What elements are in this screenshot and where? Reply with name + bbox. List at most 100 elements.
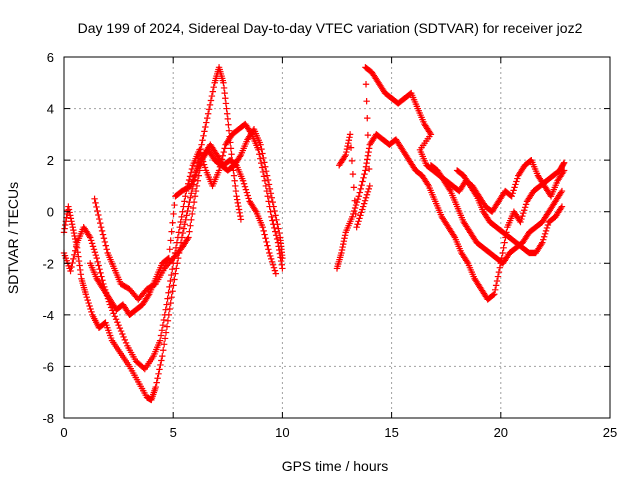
data-point xyxy=(255,146,262,154)
data-point xyxy=(158,327,166,334)
data-point xyxy=(160,316,168,324)
data-point xyxy=(77,266,84,274)
data-point xyxy=(92,251,100,259)
data-point xyxy=(518,215,525,223)
data-point xyxy=(225,127,233,134)
data-point xyxy=(210,84,217,91)
data-point xyxy=(472,191,480,198)
x-axis-label: GPS time / hours xyxy=(282,458,389,474)
data-point xyxy=(117,327,125,335)
data-point xyxy=(511,184,518,191)
data-point xyxy=(560,159,568,166)
data-point xyxy=(154,375,161,382)
data-point xyxy=(173,239,181,246)
data-point xyxy=(237,216,245,223)
data-point xyxy=(264,193,271,200)
data-point xyxy=(257,155,264,162)
data-point xyxy=(103,246,110,253)
data-point xyxy=(272,212,279,219)
data-point xyxy=(188,216,195,224)
data-point xyxy=(252,207,259,214)
data-point xyxy=(156,366,163,373)
data-point xyxy=(145,292,152,299)
data-point xyxy=(166,305,173,313)
x-tick-label: 25 xyxy=(603,425,617,440)
data-point xyxy=(356,215,363,222)
data-point xyxy=(262,167,270,175)
data-point xyxy=(208,92,216,100)
plot-frame xyxy=(63,56,611,419)
data-point xyxy=(165,254,173,262)
data-point xyxy=(192,187,200,195)
data-point xyxy=(279,254,286,262)
data-point xyxy=(96,219,104,227)
data-point xyxy=(68,221,76,228)
data-point xyxy=(169,265,176,273)
data-point xyxy=(501,239,508,246)
data-point xyxy=(65,203,72,210)
data-point xyxy=(196,146,203,154)
data-point xyxy=(521,207,528,214)
series-track-f xyxy=(335,64,568,231)
data-point xyxy=(204,110,212,117)
data-point xyxy=(543,224,551,232)
data-point xyxy=(338,249,345,257)
data-point xyxy=(111,313,119,320)
data-point xyxy=(220,148,227,156)
data-point xyxy=(235,202,242,210)
data-point xyxy=(560,160,567,168)
data-point xyxy=(194,177,202,184)
data-point xyxy=(261,159,268,166)
data-point xyxy=(70,229,78,237)
data-point xyxy=(266,249,273,257)
data-point xyxy=(69,259,76,267)
data-point xyxy=(202,123,209,131)
data-point xyxy=(243,189,251,196)
data-point xyxy=(347,144,355,151)
data-point xyxy=(560,167,568,174)
data-point xyxy=(157,361,164,369)
data-point xyxy=(96,265,103,273)
data-point xyxy=(205,106,213,113)
data-point xyxy=(91,195,98,203)
data-point xyxy=(271,224,278,232)
data-point xyxy=(152,383,159,391)
y-tick-label: -6 xyxy=(42,359,54,374)
data-point xyxy=(361,197,369,204)
data-point xyxy=(257,159,265,167)
data-point xyxy=(221,89,228,97)
data-point xyxy=(341,153,348,160)
data-point xyxy=(360,200,368,207)
data-point xyxy=(268,213,275,221)
data-point xyxy=(361,170,368,178)
data-point xyxy=(279,265,286,272)
data-point xyxy=(219,152,227,159)
data-point xyxy=(362,194,370,201)
data-point xyxy=(190,198,198,206)
series-track-d xyxy=(87,141,280,319)
data-point xyxy=(265,246,272,253)
data-point xyxy=(365,185,373,193)
data-point xyxy=(98,273,105,280)
data-point xyxy=(267,190,275,197)
data-point xyxy=(276,229,283,237)
data-point xyxy=(359,178,366,185)
data-point xyxy=(171,276,178,283)
data-point xyxy=(363,159,370,167)
data-point xyxy=(363,98,370,105)
data-point xyxy=(262,182,270,190)
data-point xyxy=(189,210,196,218)
data-point xyxy=(94,207,101,215)
data-point xyxy=(186,173,194,180)
data-point xyxy=(340,240,347,248)
data-point xyxy=(357,185,364,193)
data-point xyxy=(171,201,178,209)
data-point xyxy=(267,255,275,263)
data-point xyxy=(174,234,182,241)
data-point xyxy=(355,218,362,225)
data-point xyxy=(221,145,228,152)
y-tick-label: 2 xyxy=(47,153,54,168)
data-point xyxy=(348,157,356,165)
data-point xyxy=(257,141,264,148)
